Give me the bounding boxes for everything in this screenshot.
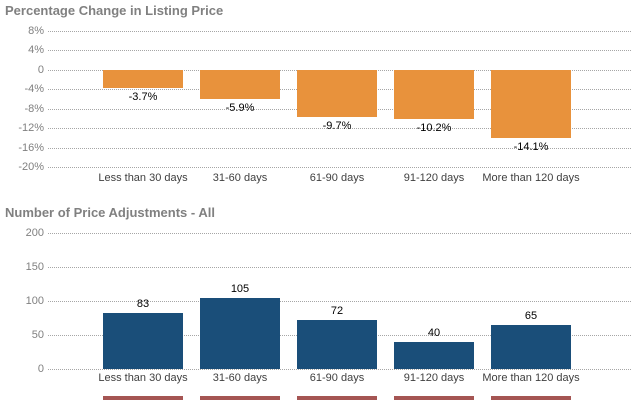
x-axis-category-label: 31-60 days (212, 372, 268, 384)
y-axis-tick-label: 200 (25, 227, 44, 239)
y-axis-tick-label: 0 (37, 63, 44, 76)
gridline (48, 50, 631, 52)
chart-title-percentage-change: Percentage Change in Listing Price (5, 3, 224, 18)
bar-value-label: -10.2% (416, 122, 452, 135)
bar-more-than-120-days[interactable] (491, 69, 571, 139)
gridline (48, 31, 631, 32)
y-axis-tick-label: 150 (25, 261, 44, 273)
cutoff-bar-top (491, 396, 571, 400)
bar-value-label: -9.7% (322, 120, 352, 132)
bar-value-label: 65 (524, 309, 538, 322)
x-axis-category-label: More than 120 days (482, 172, 580, 184)
x-axis-category-label: More than 120 days (482, 372, 580, 384)
y-axis-tick-label: -20% (18, 161, 44, 173)
x-axis-category-label: Less than 30 days (98, 172, 188, 184)
gridline (48, 147, 631, 149)
bar-less-than-30-days[interactable] (103, 69, 183, 88)
chart-title-price-adjustments: Number of Price Adjustments - All (5, 205, 215, 220)
bar-91-120-days[interactable] (394, 69, 474, 120)
x-axis-category-label: Less than 30 days (98, 372, 188, 384)
cutoff-bar-top (103, 396, 183, 400)
y-axis-tick-label: 4% (28, 44, 44, 57)
bar-61-90-days[interactable] (297, 320, 377, 369)
bar-more-than-120-days[interactable] (491, 324, 571, 369)
x-axis-category-label: 61-90 days (309, 372, 365, 384)
gridline (48, 267, 631, 268)
gridline (48, 128, 631, 130)
gridline (48, 301, 631, 302)
bar-value-label: 105 (230, 282, 250, 295)
x-axis-category-label: 91-120 days (403, 172, 465, 184)
gridline (48, 167, 631, 168)
bar-91-120-days[interactable] (394, 341, 474, 369)
y-axis-tick-label: 8% (28, 25, 44, 37)
bar-value-label: -3.7% (128, 90, 158, 103)
bar-value-label: 83 (136, 297, 150, 310)
y-axis-tick-label: -12% (18, 122, 44, 135)
bar-31-60-days[interactable] (200, 69, 280, 99)
bar-less-than-30-days[interactable] (103, 312, 183, 369)
x-axis-category-label: 31-60 days (212, 172, 268, 184)
bar-value-label: -14.1% (513, 141, 549, 154)
bar-value-label: 40 (427, 326, 441, 339)
x-axis-category-label: 91-120 days (403, 372, 465, 384)
cutoff-bar-top (297, 396, 377, 400)
bar-61-90-days[interactable] (297, 69, 377, 117)
gridline (48, 369, 631, 370)
x-axis-category-label: 61-90 days (309, 172, 365, 184)
bar-value-label: 72 (330, 305, 344, 317)
bar-value-label: -5.9% (225, 101, 255, 114)
bar-31-60-days[interactable] (200, 297, 280, 369)
y-axis-tick-label: 100 (25, 295, 44, 307)
y-axis-tick-label: -16% (18, 141, 44, 154)
y-axis-tick-label: 0 (37, 363, 44, 375)
cutoff-bar-top (200, 396, 280, 400)
y-axis-tick-label: -4% (24, 83, 44, 96)
cutoff-bar-top (394, 396, 474, 400)
y-axis-tick-label: -8% (24, 102, 44, 115)
y-axis-tick-label: 50 (31, 329, 44, 341)
gridline (48, 233, 631, 234)
